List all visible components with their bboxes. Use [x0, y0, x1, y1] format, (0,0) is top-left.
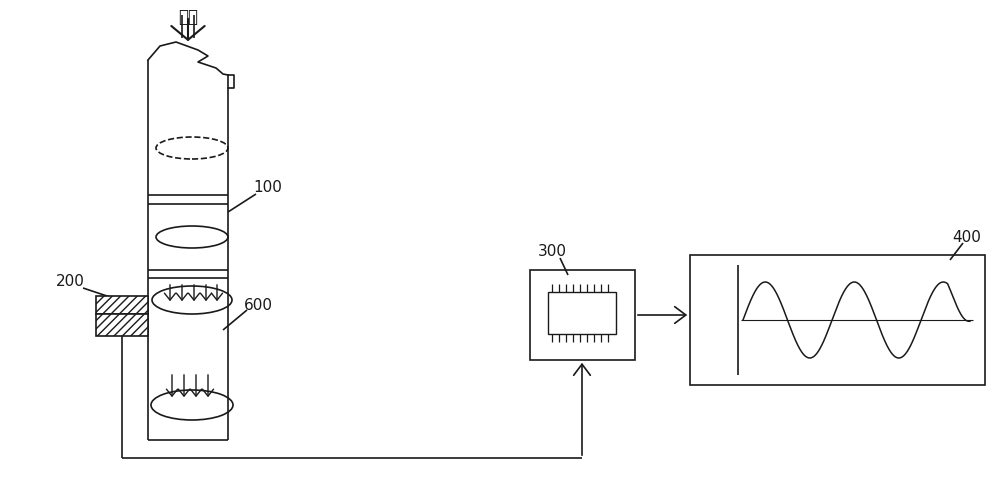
- Text: 400: 400: [953, 229, 981, 244]
- Bar: [548, 292, 616, 334]
- Bar: [96, 296, 148, 314]
- Bar: [690, 255, 985, 385]
- Text: 排气: 排气: [178, 8, 198, 26]
- Text: 600: 600: [244, 298, 273, 313]
- Bar: [96, 314, 148, 336]
- Text: 300: 300: [538, 244, 566, 259]
- Text: 200: 200: [56, 274, 84, 289]
- Text: 100: 100: [254, 181, 282, 196]
- Bar: [530, 270, 635, 360]
